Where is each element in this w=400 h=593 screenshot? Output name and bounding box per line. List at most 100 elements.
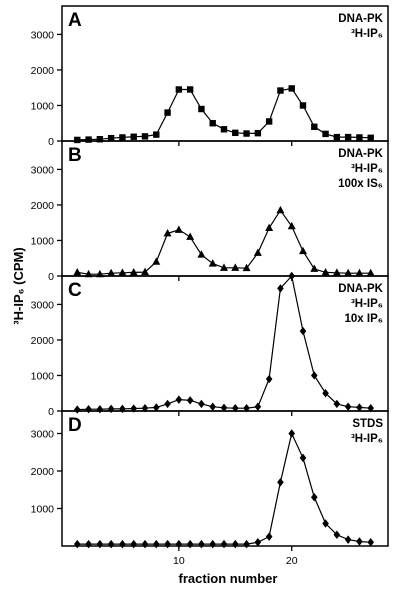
data-point-4 [107, 539, 115, 549]
data-point-21 [299, 326, 307, 336]
panel-condition-line: ³H-IP₆ [351, 433, 383, 445]
data-point-16 [243, 130, 250, 137]
data-point-24 [332, 268, 341, 276]
panel-letter: C [68, 280, 82, 301]
panel-condition-line: ³H-IP₆ [351, 28, 383, 40]
data-point-8 [153, 131, 160, 138]
data-point-26 [356, 403, 363, 412]
data-point-2 [85, 539, 92, 549]
data-point-9 [164, 109, 171, 116]
panel-condition-line: 100x IS₆ [338, 178, 383, 190]
data-point-12 [198, 399, 205, 409]
panel-letter: A [68, 10, 82, 31]
panel-condition-line: 10x IP₆ [345, 313, 383, 325]
panel-condition-line: DNA-PK [338, 148, 383, 160]
data-point-8 [152, 403, 160, 412]
panel-frame [61, 140, 389, 277]
data-point-6 [129, 268, 138, 276]
y-tick-label: 2000 [31, 200, 55, 212]
data-point-18 [265, 118, 273, 125]
data-point-10 [175, 539, 183, 549]
data-point-26 [356, 537, 363, 546]
data-point-22 [310, 371, 318, 380]
data-point-8 [152, 257, 161, 265]
data-point-5 [119, 134, 126, 141]
data-point-15 [232, 129, 239, 137]
data-point-9 [163, 228, 172, 237]
data-point-18 [265, 223, 274, 232]
data-point-27 [367, 134, 374, 142]
data-point-5 [119, 404, 126, 414]
data-point-24 [333, 530, 341, 539]
data-point-3 [96, 405, 104, 414]
data-point-23 [321, 268, 330, 276]
data-point-20 [288, 85, 295, 92]
data-point-5 [118, 268, 127, 276]
data-point-13 [209, 539, 217, 549]
panel-condition-line: ³H-IP₆ [351, 163, 383, 175]
data-point-15 [231, 539, 239, 549]
y-tick-label: 0 [48, 271, 54, 283]
data-point-12 [197, 250, 206, 258]
data-point-17 [254, 129, 262, 137]
panel-b: 0 1000 2000 3000 B DNA-PK ³H-IP₆ 100x IS₆ [31, 140, 389, 283]
data-point-19 [277, 478, 284, 487]
data-point-3 [96, 539, 104, 549]
panel-condition-line: DNA-PK [338, 13, 383, 25]
panel-frame [61, 410, 389, 547]
y-tick-label: 3000 [31, 29, 55, 41]
data-point-24 [333, 133, 341, 141]
data-point-15 [231, 263, 240, 271]
data-point-6 [130, 133, 137, 140]
panel-condition-line: DNA-PK [338, 283, 383, 295]
series-line [77, 274, 371, 411]
data-point-14 [220, 126, 228, 133]
data-point-7 [141, 267, 149, 276]
data-point-18 [265, 374, 273, 384]
data-point-23 [322, 519, 329, 528]
y-tick-label: 0 [48, 406, 54, 418]
data-point-1 [73, 405, 81, 414]
data-point-21 [299, 246, 307, 255]
data-point-26 [355, 268, 364, 277]
data-point-12 [198, 539, 205, 549]
data-point-6 [130, 539, 138, 549]
data-point-1 [74, 136, 81, 144]
data-point-13 [209, 120, 216, 127]
data-point-18 [265, 532, 273, 541]
data-point-22 [310, 493, 318, 502]
data-point-20 [288, 271, 296, 281]
data-point-17 [254, 402, 262, 411]
y-tick-label: 3000 [31, 429, 55, 441]
data-point-4 [107, 268, 116, 277]
data-point-14 [220, 403, 228, 413]
x-tick-label: 20 [286, 555, 298, 567]
y-tick-label: 3000 [31, 164, 55, 176]
data-point-4 [107, 134, 115, 142]
x-tick-label: 10 [173, 555, 185, 567]
data-point-4 [107, 404, 115, 414]
data-point-9 [164, 399, 171, 409]
data-point-10 [175, 86, 183, 93]
data-point-25 [344, 268, 353, 277]
y-tick-label: 1000 [31, 235, 55, 247]
y-tick-label: 1000 [31, 100, 55, 112]
data-point-19 [277, 87, 284, 94]
panel-a: 0 1000 2000 3000 A DNA-PK ³H-IP₆ [31, 5, 389, 148]
x-axis-title: fraction number [179, 571, 278, 586]
data-point-14 [220, 263, 228, 271]
y-tick-label: 2000 [31, 335, 55, 347]
data-point-21 [299, 453, 307, 463]
panel-letter: B [68, 145, 82, 166]
data-point-25 [344, 402, 352, 411]
data-point-16 [243, 539, 250, 549]
data-point-22 [311, 123, 318, 130]
y-axis-title: ³H-IP₆ (CPM) [11, 247, 26, 324]
data-point-21 [299, 102, 307, 109]
data-point-16 [242, 263, 251, 272]
data-point-7 [141, 539, 149, 549]
series-line [77, 431, 371, 545]
data-point-12 [198, 105, 205, 113]
panel-c: 0 1000 2000 3000 C DNA-PK ³H-IP₆ 10x IP₆ [31, 271, 389, 418]
